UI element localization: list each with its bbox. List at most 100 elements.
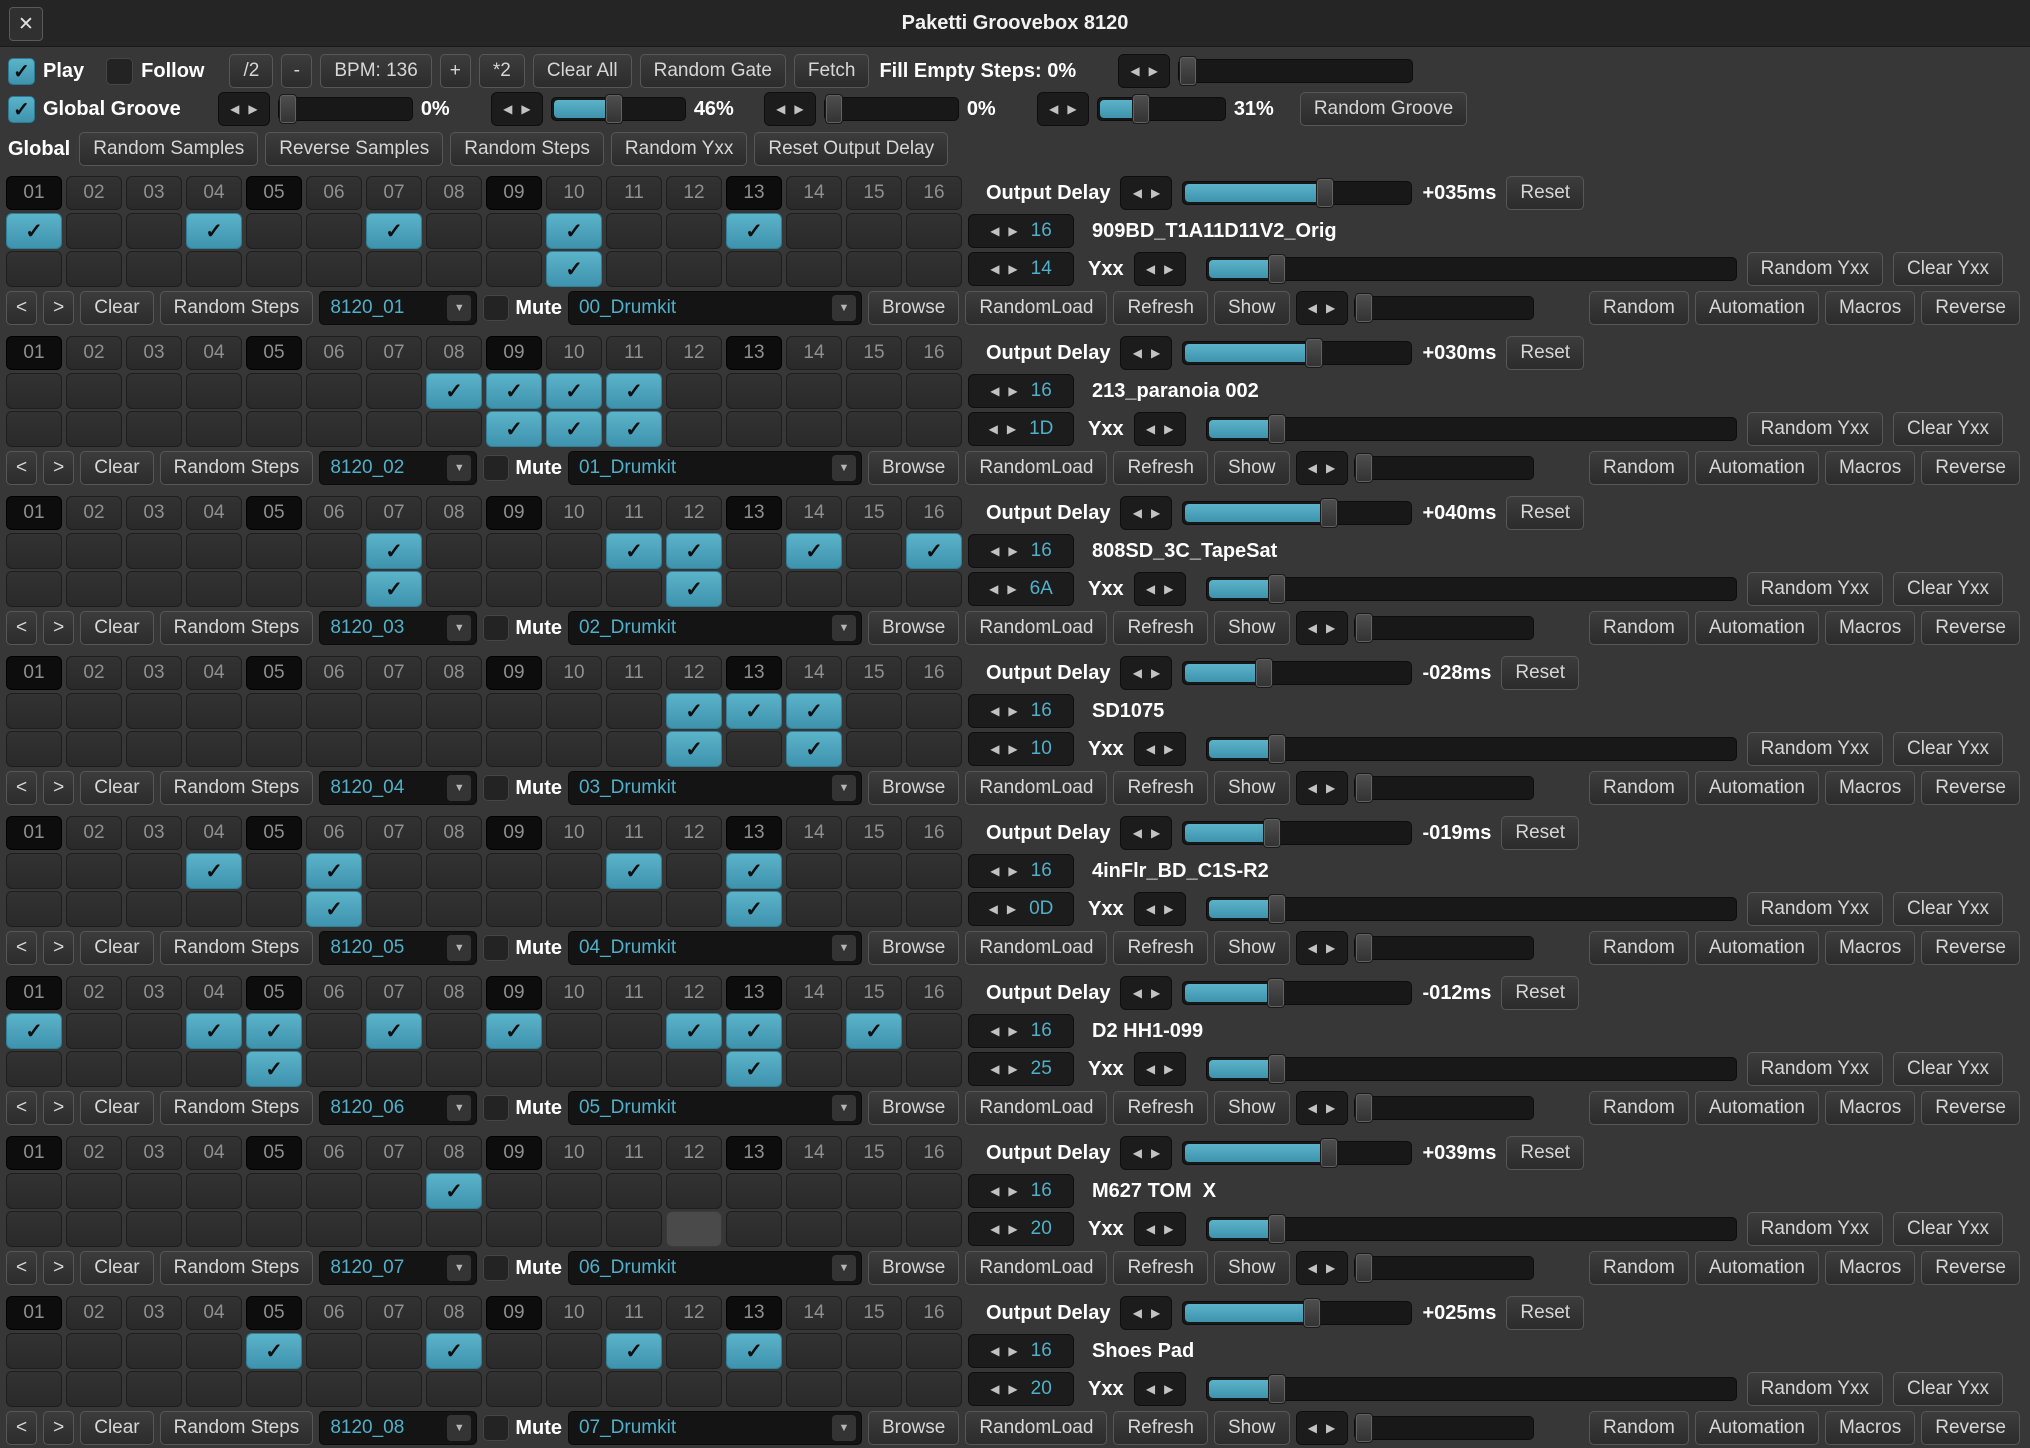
step-checkbox[interactable] xyxy=(606,571,662,607)
random-yxx-button[interactable]: Random Yxx xyxy=(1746,732,1884,766)
groove-arrows-2[interactable]: ◀ ▶ xyxy=(490,92,543,126)
step-checkbox[interactable] xyxy=(366,1211,422,1247)
bpm-decrease-button[interactable]: - xyxy=(281,54,313,88)
mute-checkbox[interactable] xyxy=(483,615,510,641)
step-checkbox[interactable]: ✓ xyxy=(606,853,662,889)
track-step-arrows[interactable]: ◀ ▶ xyxy=(1295,771,1348,805)
random-load-button[interactable]: RandomLoad xyxy=(965,771,1108,805)
step-checkbox[interactable] xyxy=(666,1173,722,1209)
slider-handle[interactable] xyxy=(1131,94,1150,124)
yxx-arrows[interactable]: ◀ ▶ xyxy=(1133,252,1186,286)
browse-button[interactable]: Browse xyxy=(867,771,960,805)
step-checkbox[interactable]: ✓ xyxy=(186,853,242,889)
yxx-stepper[interactable]: ◀ ▶ 20 xyxy=(968,1372,1074,1406)
track-mini-slider[interactable] xyxy=(1353,1413,1534,1443)
fill-empty-steps-arrows[interactable]: ◀ ▶ xyxy=(1118,54,1171,88)
step-checkbox[interactable]: ✓ xyxy=(6,213,62,249)
clear-button[interactable]: Clear xyxy=(80,1251,154,1285)
step-checkbox[interactable] xyxy=(246,731,302,767)
step-checkbox[interactable] xyxy=(246,853,302,889)
pattern-select[interactable]: 8120_02 ▼ xyxy=(319,451,478,485)
step-checkbox[interactable] xyxy=(666,251,722,287)
step-checkbox[interactable] xyxy=(786,411,842,447)
browse-button[interactable]: Browse xyxy=(867,1411,960,1445)
step-checkbox[interactable] xyxy=(246,1211,302,1247)
reverse-samples-button[interactable]: Reverse Samples xyxy=(265,132,444,166)
step-checkbox[interactable] xyxy=(126,213,182,249)
step-checkbox[interactable] xyxy=(66,533,122,569)
random-steps-button[interactable]: Random Steps xyxy=(159,1091,314,1125)
reverse-button[interactable]: Reverse xyxy=(1921,1091,2020,1125)
automation-button[interactable]: Automation xyxy=(1694,291,1819,325)
step-checkbox[interactable] xyxy=(906,373,962,409)
step-checkbox[interactable] xyxy=(486,213,542,249)
step-checkbox[interactable]: ✓ xyxy=(486,411,542,447)
step-checkbox[interactable] xyxy=(126,693,182,729)
show-button[interactable]: Show xyxy=(1213,451,1290,485)
track-mini-slider[interactable] xyxy=(1353,773,1534,803)
track-mini-slider[interactable] xyxy=(1353,293,1534,323)
clear-yxx-button[interactable]: Clear Yxx xyxy=(1893,892,2004,926)
step-checkbox[interactable] xyxy=(246,891,302,927)
step-checkbox[interactable] xyxy=(6,411,62,447)
output-delay-arrows[interactable]: ◀ ▶ xyxy=(1120,1296,1173,1330)
step-checkbox[interactable] xyxy=(546,1051,602,1087)
step-checkbox[interactable]: ✓ xyxy=(666,731,722,767)
step-checkbox[interactable] xyxy=(6,891,62,927)
step-checkbox[interactable] xyxy=(906,853,962,889)
groove-slider-2[interactable] xyxy=(550,94,686,124)
macros-button[interactable]: Macros xyxy=(1824,1091,1916,1125)
step-checkbox[interactable] xyxy=(126,373,182,409)
step-checkbox[interactable] xyxy=(486,853,542,889)
step-checkbox[interactable] xyxy=(546,1211,602,1247)
output-delay-slider[interactable] xyxy=(1182,498,1413,528)
slider-handle[interactable] xyxy=(1263,818,1282,848)
macros-button[interactable]: Macros xyxy=(1824,771,1916,805)
random-button[interactable]: Random xyxy=(1589,451,1689,485)
step-checkbox[interactable] xyxy=(66,213,122,249)
step-checkbox[interactable] xyxy=(126,1013,182,1049)
clear-button[interactable]: Clear xyxy=(80,611,154,645)
step-checkbox[interactable] xyxy=(246,1371,302,1407)
pattern-select[interactable]: 8120_01 ▼ xyxy=(319,291,478,325)
step-checkbox[interactable] xyxy=(186,411,242,447)
step-checkbox[interactable] xyxy=(726,1173,782,1209)
random-load-button[interactable]: RandomLoad xyxy=(965,931,1108,965)
step-checkbox[interactable] xyxy=(846,373,902,409)
yxx-slider[interactable] xyxy=(1205,1054,1737,1084)
steps-count-stepper[interactable]: ◀ ▶ 16 xyxy=(968,374,1074,408)
mute-checkbox[interactable] xyxy=(483,935,510,961)
global-groove-checkbox[interactable]: ✓ xyxy=(8,95,35,123)
step-checkbox[interactable] xyxy=(906,1173,962,1209)
step-checkbox[interactable]: ✓ xyxy=(6,1013,62,1049)
step-checkbox[interactable] xyxy=(486,891,542,927)
steps-count-stepper[interactable]: ◀ ▶ 16 xyxy=(968,1334,1074,1368)
random-steps-global-button[interactable]: Random Steps xyxy=(450,132,604,166)
refresh-button[interactable]: Refresh xyxy=(1113,451,1208,485)
slider-handle[interactable] xyxy=(1354,1413,1373,1443)
clear-yxx-button[interactable]: Clear Yxx xyxy=(1893,1052,2004,1086)
step-checkbox[interactable] xyxy=(246,213,302,249)
drumkit-select[interactable]: 05_Drumkit ▼ xyxy=(567,1091,862,1125)
yxx-stepper[interactable]: ◀ ▶ 14 xyxy=(968,252,1074,286)
step-checkbox[interactable]: ✓ xyxy=(606,411,662,447)
close-icon[interactable]: ✕ xyxy=(9,7,43,41)
step-checkbox[interactable] xyxy=(246,571,302,607)
reverse-button[interactable]: Reverse xyxy=(1921,771,2020,805)
step-checkbox[interactable] xyxy=(126,891,182,927)
fetch-button[interactable]: Fetch xyxy=(793,54,870,88)
next-pattern-button[interactable]: > xyxy=(43,291,75,325)
random-steps-button[interactable]: Random Steps xyxy=(159,931,314,965)
step-checkbox[interactable] xyxy=(906,251,962,287)
clear-button[interactable]: Clear xyxy=(80,931,154,965)
step-checkbox[interactable]: ✓ xyxy=(786,533,842,569)
yxx-arrows[interactable]: ◀ ▶ xyxy=(1133,412,1186,446)
step-checkbox[interactable] xyxy=(126,411,182,447)
prev-pattern-button[interactable]: < xyxy=(6,1251,38,1285)
clear-yxx-button[interactable]: Clear Yxx xyxy=(1893,732,2004,766)
step-checkbox[interactable] xyxy=(546,891,602,927)
output-delay-slider[interactable] xyxy=(1182,658,1413,688)
step-checkbox[interactable]: ✓ xyxy=(726,1333,782,1369)
step-checkbox[interactable]: ✓ xyxy=(786,693,842,729)
drumkit-select[interactable]: 06_Drumkit ▼ xyxy=(567,1251,862,1285)
